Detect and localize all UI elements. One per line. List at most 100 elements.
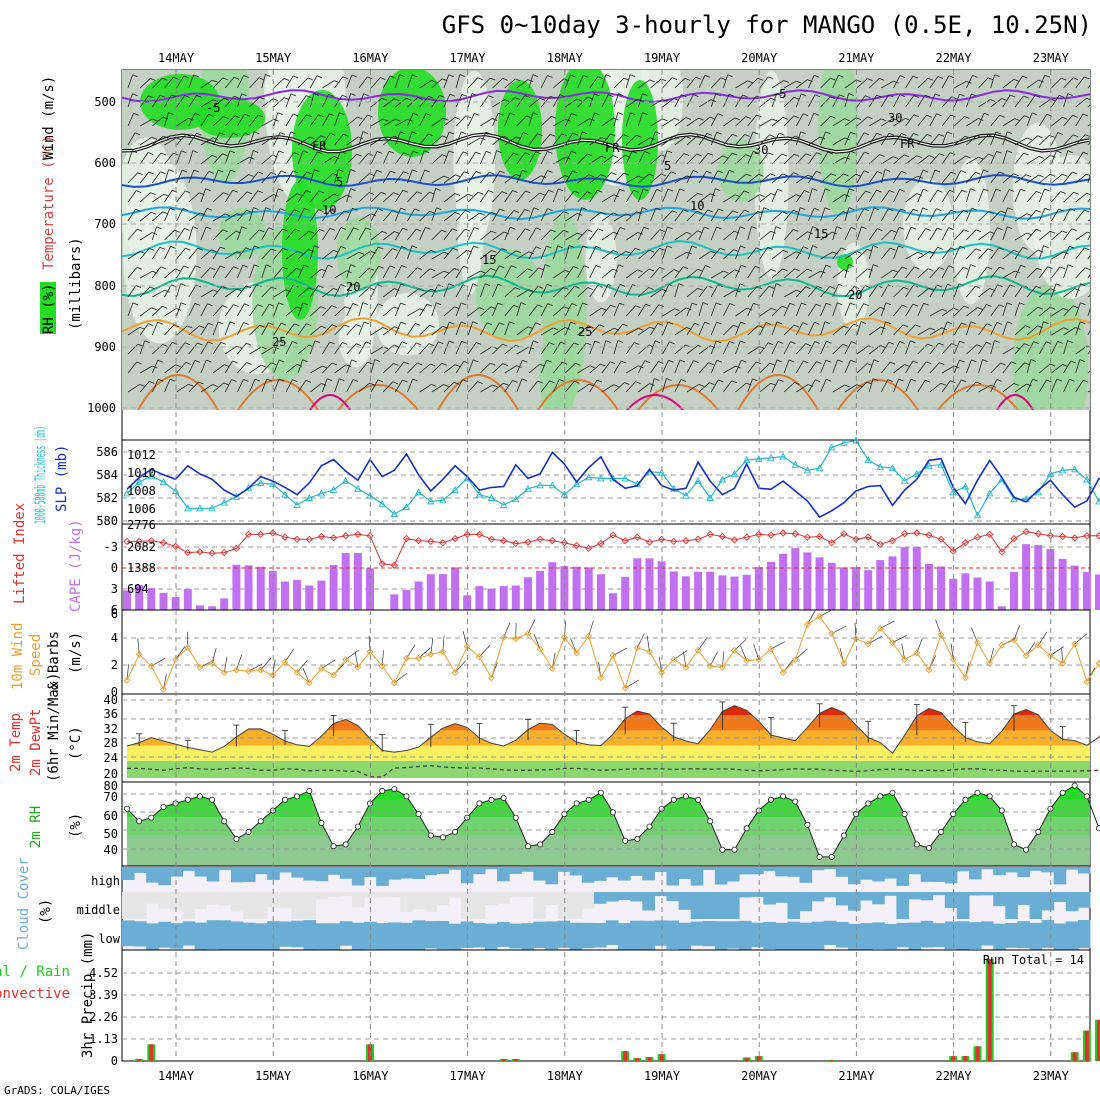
wind-barb-flag	[901, 171, 907, 174]
wind-barb	[868, 359, 875, 374]
wind-barb	[601, 194, 615, 203]
wind-barb-flag	[381, 231, 388, 234]
wind-barb	[759, 382, 771, 393]
rh-shading-blob	[475, 249, 544, 343]
wind-barb-flag	[635, 381, 641, 384]
wind-barb-flag	[843, 325, 849, 329]
wind-barb	[941, 96, 952, 108]
wind-barb-flag	[977, 307, 983, 310]
wind-barb	[1039, 306, 1051, 317]
wind-barb-flag	[318, 114, 324, 118]
wind-barb-flag	[244, 132, 250, 136]
wind-barb-flag	[401, 341, 408, 345]
cloud-mid-bar	[497, 892, 510, 904]
cloud-mid-bar	[472, 892, 486, 919]
wind-barb-flag	[863, 208, 869, 212]
wind-barb-flag	[147, 152, 154, 155]
wind-barb-flag	[855, 173, 861, 177]
wind-barb-flag	[496, 150, 502, 153]
wind-barb-flag	[789, 302, 795, 306]
wind-barb	[407, 323, 416, 336]
wind-barb-flag	[254, 131, 260, 135]
wind-barb-flag	[704, 74, 711, 78]
wind-barb-flag	[367, 361, 373, 365]
cloud-mid-bar	[182, 892, 196, 919]
wind-barb	[650, 207, 657, 222]
li-marker	[293, 535, 301, 543]
wind-barb	[868, 326, 881, 336]
thickness-marker	[475, 490, 484, 498]
wind-barb	[285, 363, 298, 374]
wind-barb	[1051, 341, 1058, 355]
wind-barb-flag	[610, 304, 616, 308]
cloud-high-bar	[218, 867, 232, 871]
li-marker	[621, 537, 629, 545]
rh-marker	[537, 841, 544, 848]
wind-barb	[395, 97, 407, 108]
wind-barb	[455, 131, 462, 146]
wind-barb-flag	[173, 76, 179, 80]
wind-barb-flag	[1067, 340, 1073, 343]
thickness-marker	[317, 489, 326, 497]
wind-barb-flag	[411, 131, 418, 135]
wind-barb-flag	[350, 264, 356, 267]
wind-barb-flag	[351, 74, 358, 78]
wind-barb-flag	[649, 79, 655, 83]
wind-barb-flag	[986, 304, 992, 307]
li-marker	[694, 535, 702, 543]
wind-barb-flag	[302, 359, 308, 363]
wind-barb	[893, 227, 900, 241]
wind-barb	[310, 268, 322, 279]
cloud-mid-bar	[1017, 892, 1030, 905]
thickness-marker	[402, 503, 411, 511]
wind-barb	[808, 226, 813, 241]
wind-barb-flag	[340, 151, 346, 154]
wind-barb-flag	[388, 150, 395, 154]
wind-barb	[285, 75, 294, 89]
wind-barb	[224, 213, 238, 222]
wind-barb-flag	[982, 359, 988, 362]
wind-barb	[637, 93, 643, 108]
cloud-mid-bar	[364, 892, 377, 898]
wind-barb	[771, 305, 783, 317]
wind-barb-flag	[378, 246, 384, 250]
rh-shading-blob	[818, 70, 859, 216]
wind-barb-flag	[825, 188, 831, 192]
wind-barb	[1051, 77, 1062, 89]
wind-barb	[322, 228, 331, 241]
wind-barb	[1063, 379, 1070, 393]
wind-barb-flag	[793, 153, 800, 157]
wind-barb-flag	[401, 246, 407, 249]
wind-barb-flag	[164, 289, 170, 293]
wind-barb	[832, 118, 845, 127]
wind-barb-flag	[233, 95, 240, 99]
wind-barb	[856, 381, 868, 393]
wind-barb	[880, 341, 890, 355]
wind-barb-flag	[448, 283, 454, 287]
wind-barb	[540, 170, 548, 184]
wind-barb-flag	[510, 226, 516, 230]
wind-barb-flag	[867, 78, 873, 81]
wind-barb-flag	[194, 113, 200, 116]
wind-barb-flag	[1086, 192, 1090, 196]
wind-barb-flag	[1085, 134, 1090, 138]
wind-barb-flag	[474, 113, 480, 116]
li-marker	[828, 539, 836, 547]
wind-barb-flag	[417, 362, 423, 366]
cloud-low-bar	[956, 921, 970, 951]
cloud-high-bar	[666, 867, 680, 886]
rh-marker	[901, 811, 908, 818]
wind-barb	[140, 270, 153, 279]
wind-barb-flag	[864, 285, 871, 288]
wind-barb	[1087, 330, 1090, 336]
li-marker	[572, 541, 581, 550]
cloud-mid-bar	[581, 892, 595, 909]
wind-barb	[1026, 267, 1038, 279]
wind-barb-flag	[716, 340, 722, 344]
wind-barb-flag	[910, 226, 917, 230]
cape-bar	[718, 575, 727, 610]
wind-barb-flag	[355, 324, 362, 327]
wind-barb-flag	[856, 251, 862, 254]
cloud-mid-bar	[932, 892, 946, 896]
